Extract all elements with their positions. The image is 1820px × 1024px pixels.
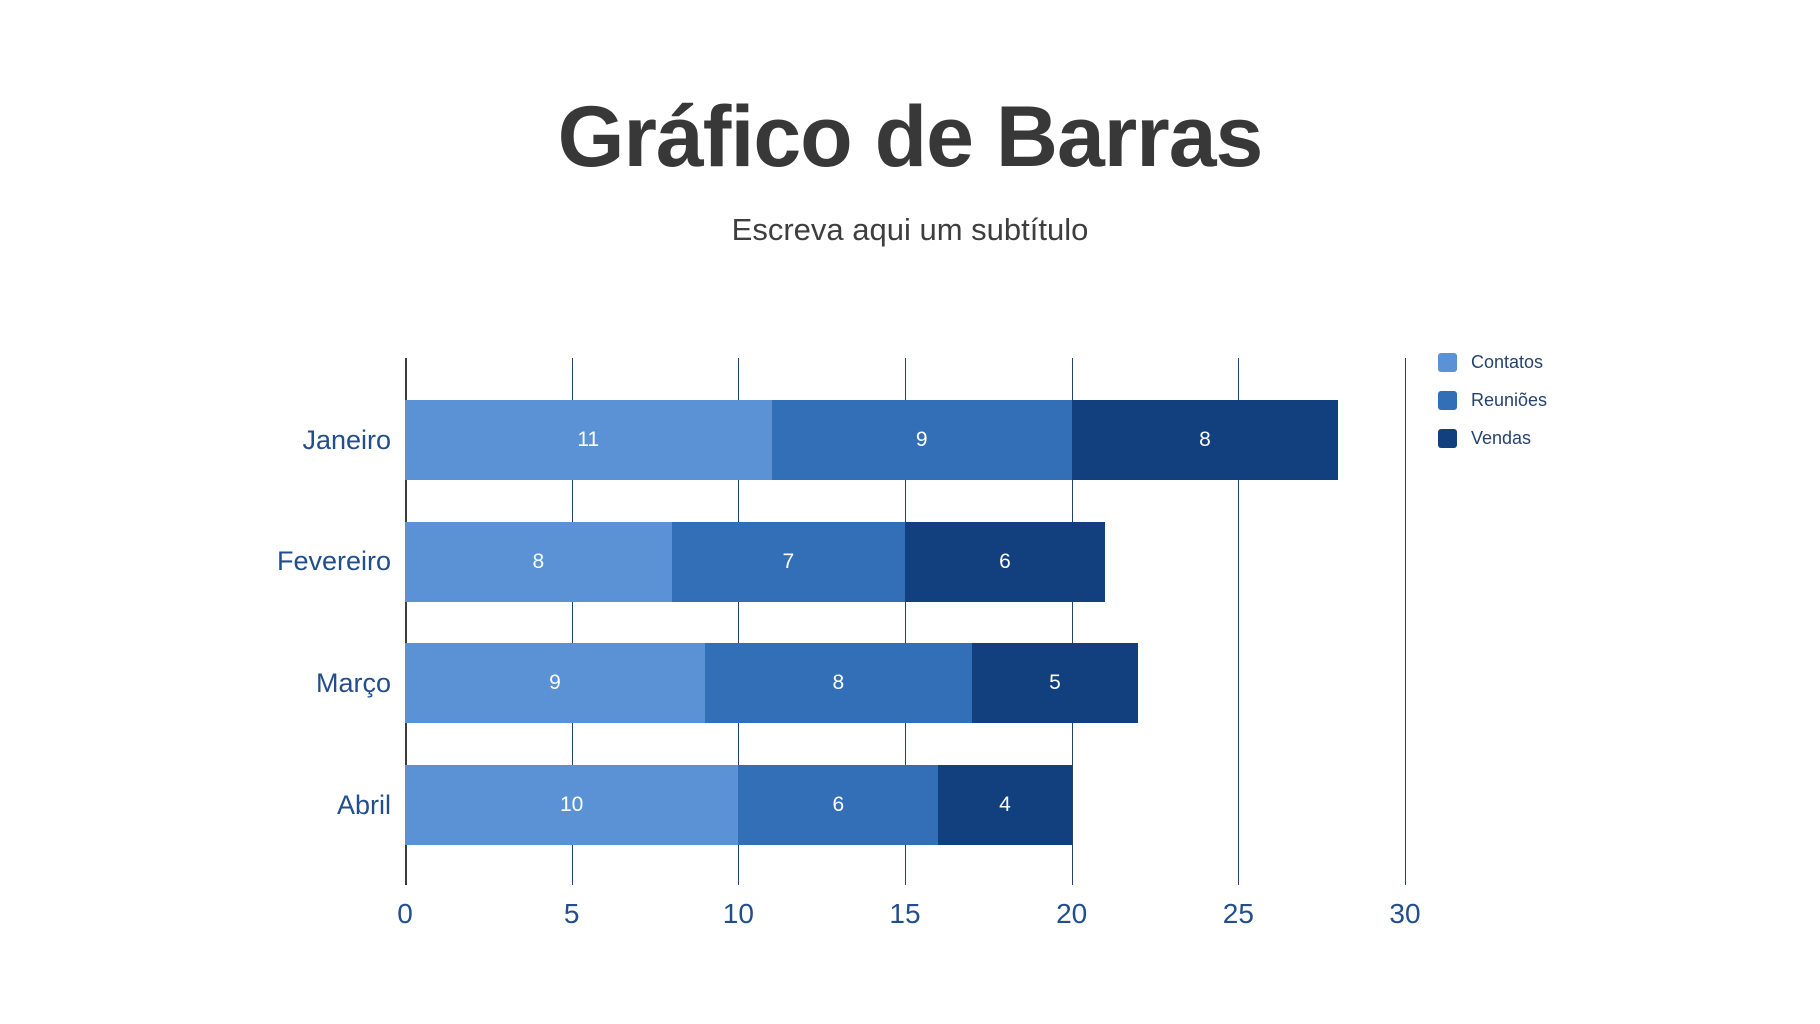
- chart-title: Gráfico de Barras: [557, 89, 1264, 185]
- bar-value-label: 9: [915, 428, 928, 451]
- bar-value-label: 4: [999, 793, 1011, 817]
- category-label: Janeiro: [302, 424, 391, 455]
- gridline: [1238, 358, 1240, 885]
- category-label: Fevereiro: [276, 546, 391, 577]
- legend-label: Reuniões: [1471, 390, 1548, 410]
- x-tick-label: 5: [563, 898, 580, 929]
- x-tick-label: 15: [889, 898, 921, 929]
- legend-item-vendas: Vendas: [1438, 428, 1547, 449]
- bar-value-label: 7: [782, 549, 795, 573]
- bar-segment-vendas: 5: [971, 643, 1139, 724]
- x-tick-label: 10: [722, 898, 754, 929]
- gridline: [905, 358, 906, 885]
- bar-segment-contatos: 11: [405, 400, 772, 480]
- x-tick-label: 30: [1389, 898, 1421, 929]
- category-label: Abril: [336, 789, 391, 820]
- bar-row-fevereiro: Fevereiro 8 7 6: [277, 521, 1405, 602]
- x-tick-labels: 0 5 10 15 20 25 30: [397, 898, 1420, 938]
- plot-area: Janeiro 11 9 8 Fevereiro 8 7 6 Março 9 8 5 Abril 10 6 4…: [277, 358, 1421, 929]
- bar-segment-vendas: 6: [905, 521, 1105, 602]
- legend-swatch: [1438, 429, 1457, 448]
- gridline: [738, 358, 740, 885]
- bar-segment-vendas: 8: [1071, 400, 1339, 480]
- bar-segment-vendas: 4: [938, 765, 1072, 846]
- bar-value-label: 8: [1199, 428, 1211, 451]
- bar-value-label: 6: [832, 793, 845, 817]
- bar-segment-reunioes: 7: [671, 521, 905, 602]
- bar-row-janeiro: Janeiro 11 9 8: [302, 400, 1405, 480]
- legend-label: Contatos: [1471, 352, 1544, 372]
- x-tick-label: 20: [1056, 898, 1088, 929]
- legend-item-reunioes: Reuniões: [1438, 390, 1547, 411]
- category-label: Março: [315, 667, 391, 698]
- bar-value-label: 5: [1049, 671, 1061, 695]
- bar-segment-reunioes: 6: [738, 765, 939, 846]
- bar-value-label: 8: [532, 549, 545, 573]
- x-tick-label: 0: [397, 898, 413, 929]
- bar-segment-reunioes: 8: [705, 643, 972, 724]
- bar-value-label: 10: [559, 793, 584, 817]
- bar-segment-contatos: 8: [405, 521, 672, 602]
- legend-item-contatos: Contatos: [1438, 352, 1547, 373]
- bar-value-label: 11: [577, 428, 600, 451]
- bar-segment-contatos: 10: [405, 765, 739, 846]
- legend-label: Vendas: [1471, 428, 1532, 448]
- bar-segment-reunioes: 9: [771, 400, 1072, 480]
- bar-value-label: 8: [832, 671, 845, 695]
- bar-segment-contatos: 9: [405, 643, 705, 724]
- bar-row-marco: Março 9 8 5: [316, 643, 1405, 724]
- legend: Contatos Reuniões Vendas: [1438, 352, 1547, 449]
- bar-value-label: 9: [549, 671, 561, 695]
- gridline: [1405, 358, 1406, 885]
- chart-subtitle: Escreva aqui um subtítulo: [731, 212, 1089, 247]
- x-tick-label: 25: [1222, 898, 1254, 929]
- gridlines: [405, 358, 1406, 885]
- legend-swatch: [1438, 353, 1457, 372]
- legend-swatch: [1438, 391, 1457, 410]
- bar-value-label: 6: [999, 549, 1011, 573]
- axis-zero-line: [405, 358, 407, 885]
- gridline: [571, 358, 573, 885]
- gridline: [1071, 358, 1073, 885]
- bars: Janeiro 11 9 8 Fevereiro 8 7 6 Março 9 8 5 Abril 10 6 4: [277, 358, 1405, 885]
- bar-row-abril: Abril 10 6 4: [337, 765, 1405, 846]
